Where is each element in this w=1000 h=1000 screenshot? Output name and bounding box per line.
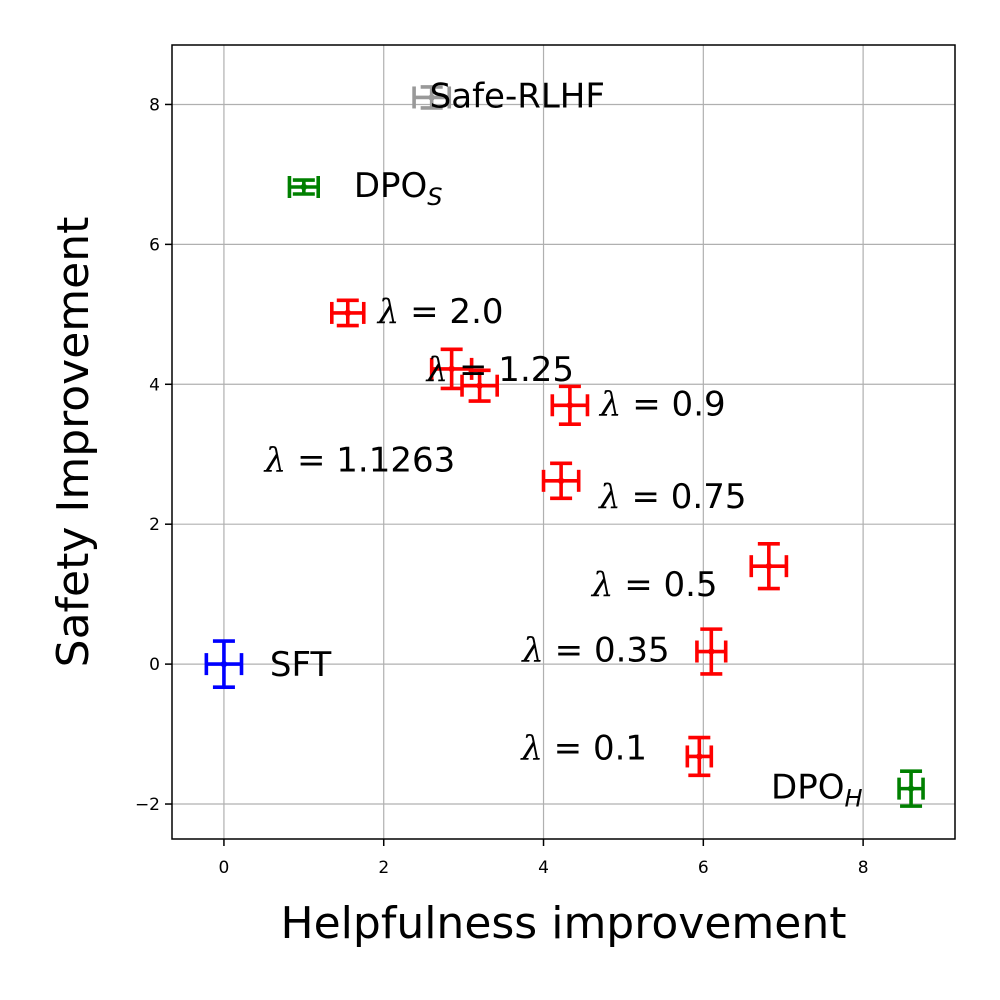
y-tick-label: 0 [149, 655, 160, 675]
label-text: SFT [270, 645, 332, 685]
lambda-value: = 1.1263 [286, 441, 455, 481]
x-tick-label: 0 [219, 858, 230, 878]
lambda-value: = 0.9 [621, 384, 725, 424]
label-text: Safe-RLHF [430, 76, 605, 116]
label-text: DPO [771, 768, 844, 808]
grid [172, 45, 955, 839]
data-point-lambda-2-0 [329, 298, 366, 328]
x-tick-label: 8 [858, 858, 869, 878]
plot-frame [171, 44, 956, 840]
y-tick-label: 6 [149, 235, 160, 255]
point-marker [428, 94, 435, 101]
y-tick-label: 2 [149, 515, 160, 535]
label-lambda-1-1263: λ = 1.1263 [263, 441, 456, 481]
y-tick-label: −2 [135, 795, 160, 815]
point-marker [765, 562, 773, 570]
label-dpo-s: DPOS [354, 166, 443, 211]
axis-ticks: 0 2 4 6 8 −2 0 2 4 6 8 [135, 95, 869, 878]
label-lambda-0-35: λ = 0.35 [520, 631, 669, 671]
lambda-value: = 1.25 [448, 350, 574, 390]
point-marker [708, 648, 715, 655]
lambda-symbol: λ [425, 350, 449, 390]
lambda-symbol: λ [598, 384, 622, 424]
label-subscript: H [845, 785, 863, 813]
data-point-lambda-0-75 [541, 461, 581, 501]
label-text: DPO [354, 166, 427, 206]
data-point-lambda-0-9 [550, 384, 590, 426]
data-point-lambda-0-5 [749, 541, 789, 591]
x-tick-label: 2 [378, 858, 389, 878]
label-lambda-0-1: λ = 0.1 [519, 728, 647, 768]
data-point-lambda-1-1263 [460, 368, 499, 403]
point-marker [448, 365, 455, 373]
point-marker [557, 477, 565, 485]
lambda-symbol: λ [590, 565, 614, 605]
label-lambda-1-25: λ = 1.25 [425, 350, 574, 390]
label-lambda-0-75: λ = 0.75 [597, 477, 746, 517]
data-point-lambda-0-35 [695, 627, 728, 676]
label-lambda-0-5: λ = 0.5 [590, 565, 718, 605]
label-lambda-2-0: λ = 2.0 [376, 292, 504, 332]
y-tick-label: 4 [149, 375, 160, 395]
point-marker [476, 382, 483, 389]
y-axis-title: Safety Improvement [48, 217, 99, 668]
point-marker [566, 402, 574, 409]
x-tick-label: 6 [698, 858, 709, 878]
point-marker [907, 785, 915, 792]
label-subscript: S [427, 183, 442, 211]
x-tick-label: 4 [538, 858, 549, 878]
point-marker [344, 309, 351, 317]
lambda-symbol: λ [263, 441, 287, 481]
lambda-symbol: λ [519, 728, 543, 768]
data-point-sft [204, 639, 244, 689]
label-sft: SFT [270, 645, 332, 685]
lambda-value: = 0.75 [621, 477, 747, 517]
lambda-value: = 0.1 [543, 728, 647, 768]
data-point-safe-rlhf [412, 85, 452, 110]
data-points [204, 85, 925, 808]
data-point-dpo-s [287, 176, 321, 199]
x-axis-title: Helpfulness improvement [281, 898, 847, 949]
data-point-lambda-0-1 [685, 735, 714, 778]
point-marker [300, 183, 308, 191]
label-lambda-0-9: λ = 0.9 [598, 384, 726, 424]
lambda-value: = 0.35 [544, 631, 670, 671]
lambda-value: = 0.5 [613, 565, 717, 605]
label-dpo-h: DPOH [771, 768, 863, 813]
lambda-symbol: λ [520, 631, 544, 671]
lambda-symbol: λ [597, 477, 621, 517]
point-marker [220, 660, 228, 668]
y-tick-label: 8 [149, 95, 160, 115]
label-safe-rlhf: Safe-RLHF [430, 76, 605, 116]
data-point-lambda-1-25 [429, 347, 474, 391]
point-marker [696, 753, 703, 760]
lambda-symbol: λ [376, 292, 400, 332]
data-point-dpo-h [897, 769, 925, 808]
lambda-value: = 2.0 [399, 292, 503, 332]
